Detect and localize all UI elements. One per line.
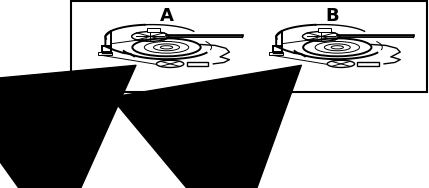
Bar xyxy=(98,52,112,55)
Bar xyxy=(187,61,208,66)
Bar xyxy=(318,28,331,32)
Bar xyxy=(269,52,283,55)
Bar xyxy=(148,28,160,32)
Bar xyxy=(357,61,379,66)
Text: B: B xyxy=(325,7,339,25)
Text: A: A xyxy=(160,7,173,25)
